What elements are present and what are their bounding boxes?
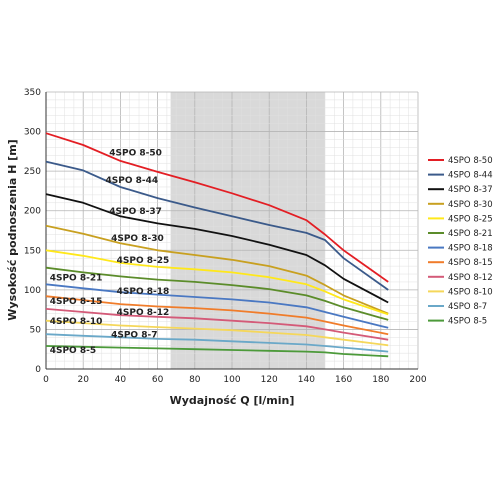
x-tick-label: 140 [298,375,315,385]
legend-entry: 4SPO 8-12 [448,273,493,283]
series-line [45,266,389,321]
y-tick-label: 150 [24,246,41,256]
series-layer [45,132,389,358]
curve-label: 4SPO 8-10 [50,317,103,327]
series-line [45,319,389,347]
series-line [45,249,389,316]
x-tick-label: 100 [223,375,240,385]
legend-entry: 4SPO 8-25 [448,214,493,224]
curve-label: 4SPO 8-37 [109,207,162,217]
y-tick-label: 300 [24,128,41,138]
legend-entry: 4SPO 8-10 [448,287,493,297]
curve-label: 4SPO 8-7 [111,330,157,340]
x-tick-label: 80 [189,375,201,385]
series-line [45,193,389,304]
curve-label-layer: 4SPO 8-50 4SPO 8-44 4SPO 8-37 4SPO 8-30 4SPO… [50,148,170,356]
legend-entry: 4SPO 8-15 [448,258,493,268]
curve-label: 4SPO 8-25 [117,256,170,266]
series-line [45,283,389,329]
y-tick-label: 350 [24,88,41,98]
curve-label: 4SPO 8-50 [109,148,162,158]
legend-entry: 4SPO 8-5 [448,317,487,327]
x-tick-label: 120 [261,375,278,385]
curve-label: 4SPO 8-15 [50,297,103,307]
curve-label: 4SPO 8-44 [106,176,159,186]
curve-label: 4SPO 8-12 [117,308,170,318]
x-tick-label: 180 [372,375,389,385]
x-axis-title: Wydajność Q [l/min] [170,394,295,407]
legend-entry: 4SPO 8-18 [448,244,493,254]
legend-entry: 4SPO 8-21 [448,229,493,239]
curve-label: 4SPO 8-21 [50,273,103,283]
y-tick-label: 100 [24,286,41,296]
curve-label: 4SPO 8-30 [111,234,164,244]
legend-entry: 4SPO 8-37 [448,185,493,195]
shaded-band-layer [170,92,325,369]
x-tick-label: 40 [115,375,127,385]
series-line [45,333,389,353]
x-tick-label: 160 [335,375,352,385]
x-tick-label: 0 [43,375,49,385]
legend-entry: 4SPO 8-50 [448,156,493,166]
shaded-band [170,92,325,369]
series-line [45,345,389,358]
legend-entry: 4SPO 8-30 [448,200,493,210]
series-line [45,295,389,336]
y-tick-label: 0 [35,365,41,375]
series-line [45,160,389,291]
y-axis-title: Wysokość podnoszenia H [m] [6,139,19,320]
y-tick-label: 250 [24,167,41,177]
x-tick-label: 60 [152,375,164,385]
curve-label: 4SPO 8-5 [50,346,96,356]
series-line [45,308,389,341]
legend-entry: 4SPO 8-7 [448,302,487,312]
axes-layer: 0 20 40 60 80 100 120 140 160 180 200 0 50 100 150 200 2… [24,88,427,385]
curve-label: 4SPO 8-18 [117,287,170,297]
legend-entry: 4SPO 8-44 [448,171,493,181]
legend: 4SPO 8-50 4SPO 8-44 4SPO 8-37 4SPO 8-30 4SPO… [428,156,493,327]
grid-layer [45,91,419,370]
x-tick-label: 200 [409,375,426,385]
y-tick-label: 50 [30,325,42,335]
y-tick-label: 200 [24,207,41,217]
x-tick-label: 20 [77,375,89,385]
series-line [45,132,389,283]
series-line [45,224,389,315]
